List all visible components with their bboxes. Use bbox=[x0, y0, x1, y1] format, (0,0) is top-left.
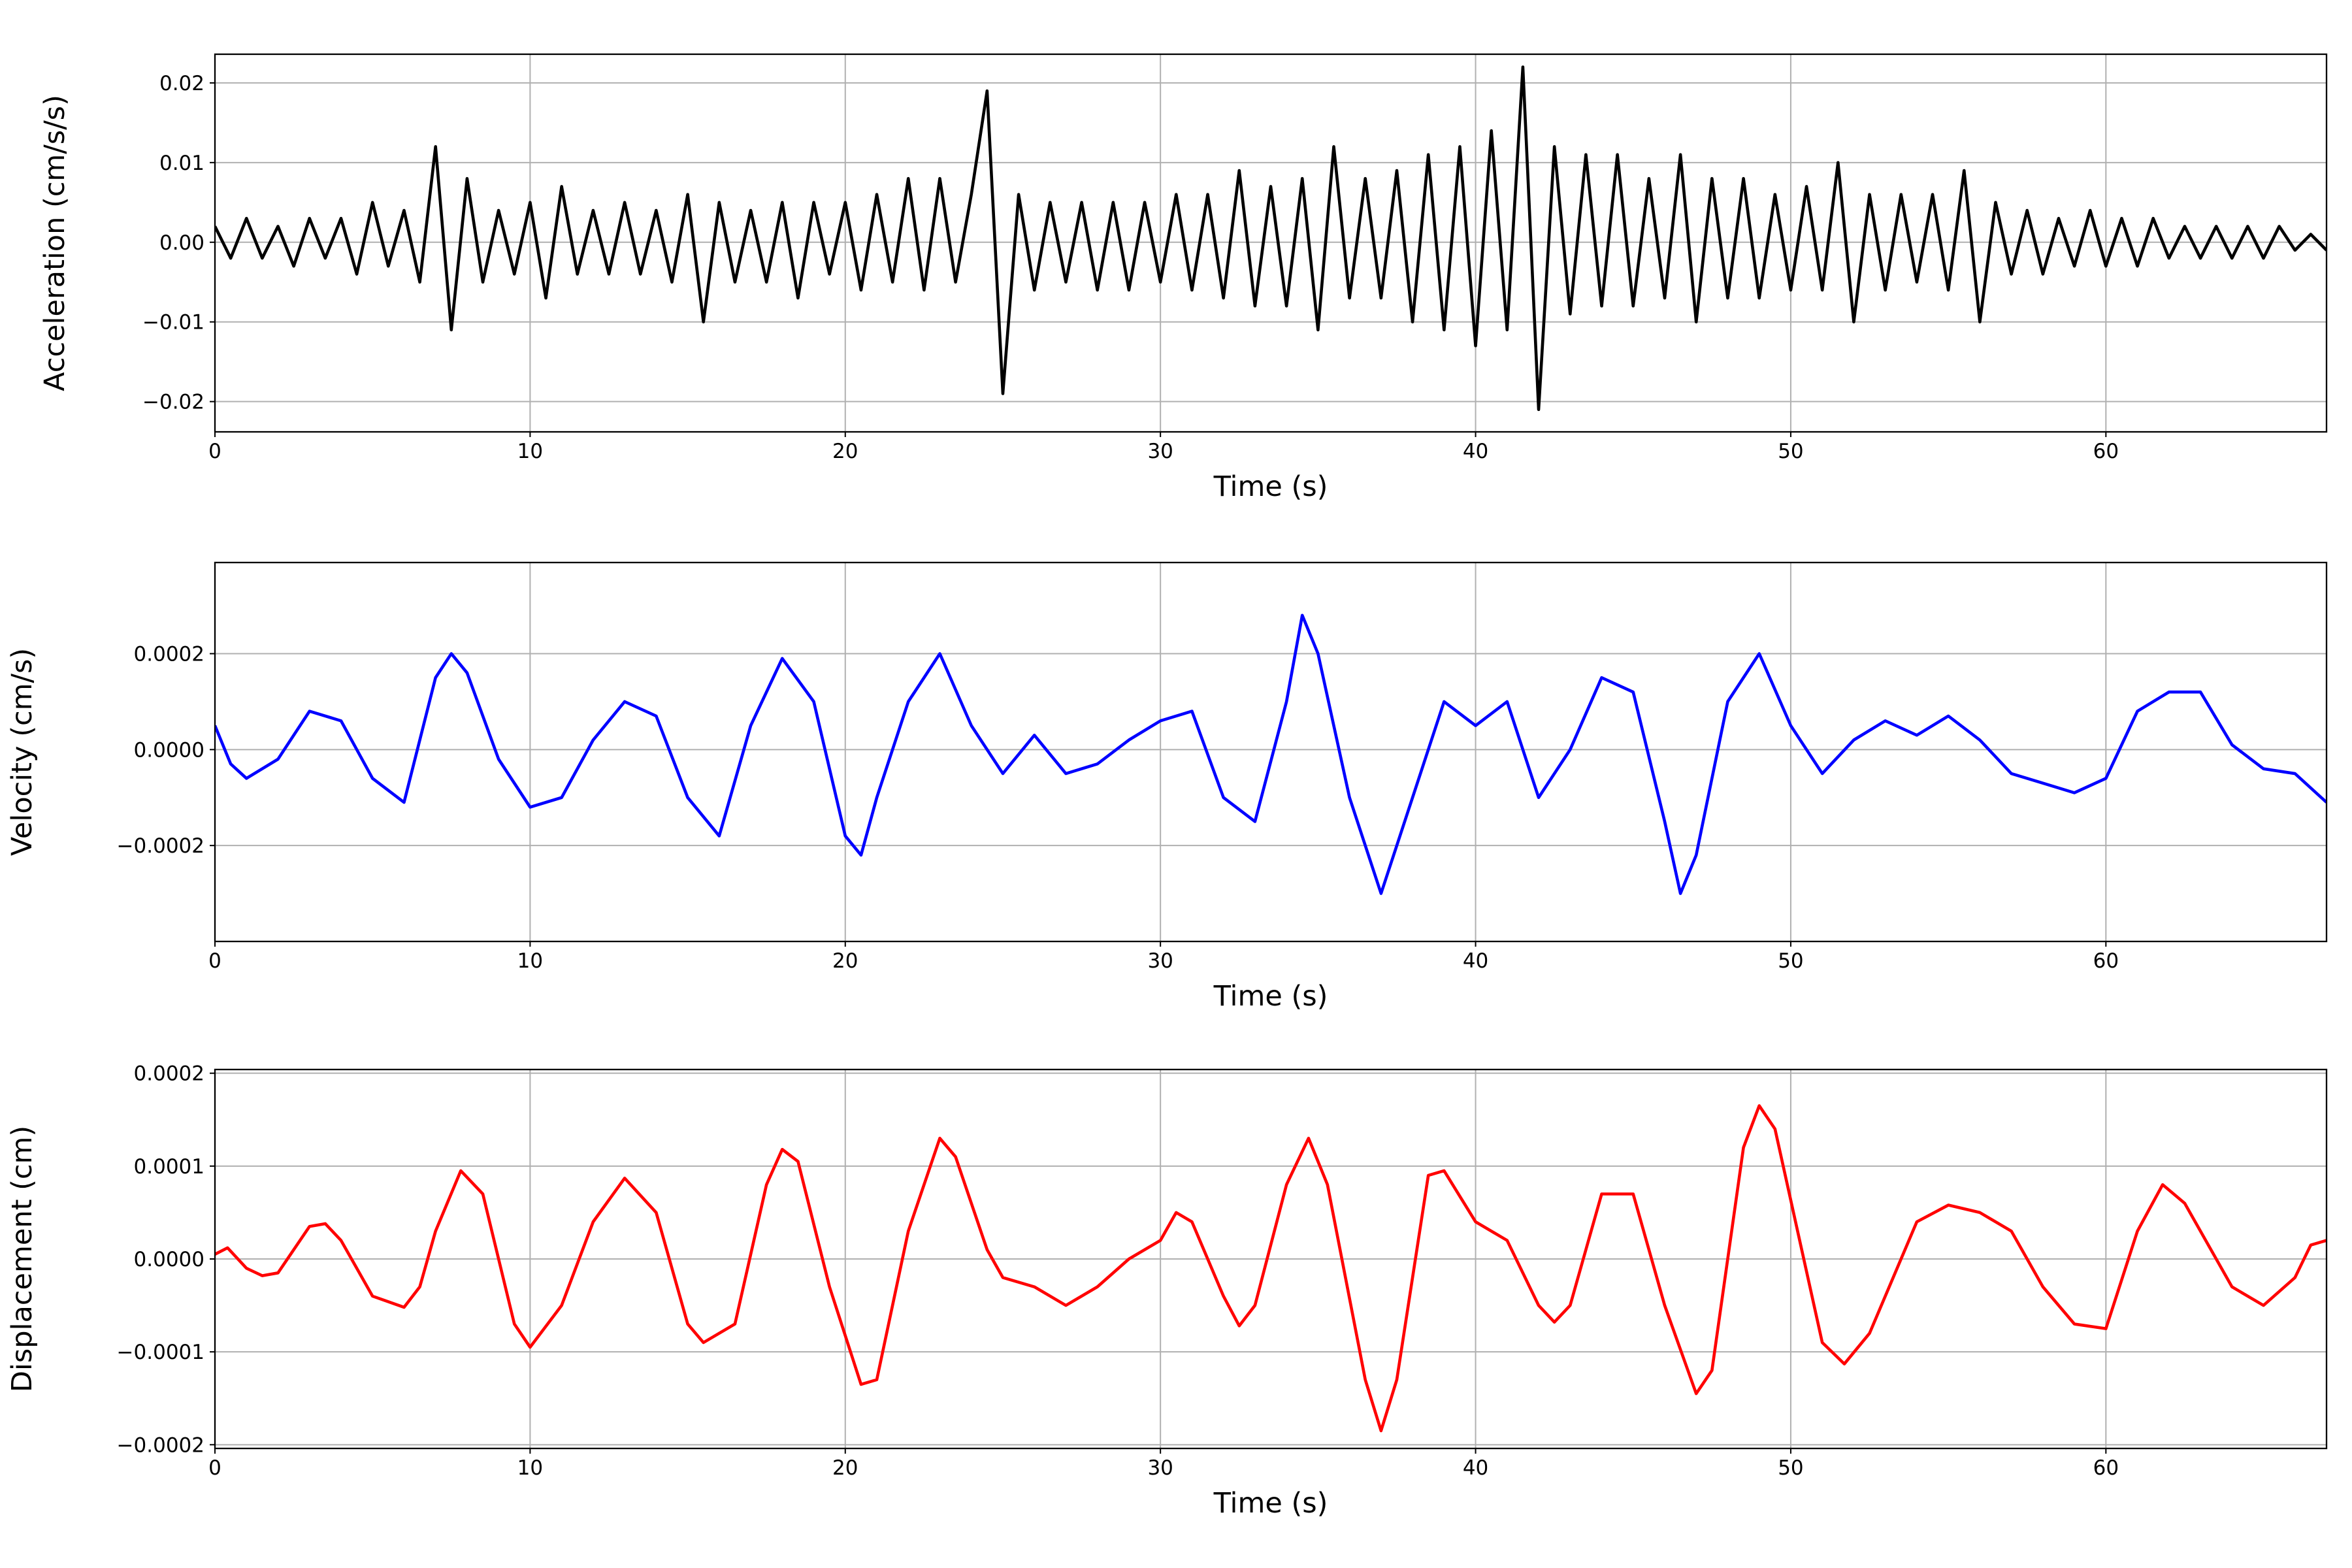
y-tick-label: 0.0001 bbox=[134, 1155, 204, 1179]
plot-frame bbox=[214, 1068, 2328, 1450]
y-tick-label: −0.0002 bbox=[117, 1433, 204, 1457]
y-axis-label: Acceleration (cm/s/s) bbox=[39, 95, 71, 391]
x-tick-label: 50 bbox=[1778, 440, 1803, 463]
plot-frame bbox=[214, 53, 2328, 433]
x-tick-label: 0 bbox=[208, 440, 221, 463]
y-tick-label: −0.0001 bbox=[117, 1341, 204, 1364]
series-line bbox=[215, 613, 2327, 895]
y-tick-label: 0.0000 bbox=[134, 738, 204, 762]
x-tick-label: 40 bbox=[1463, 440, 1488, 463]
y-tick-label: 0.02 bbox=[159, 72, 204, 95]
x-tick-label: 10 bbox=[517, 949, 543, 973]
y-tick-label: 0.00 bbox=[159, 231, 204, 255]
x-tick-label: 50 bbox=[1778, 1456, 1803, 1480]
x-tick-label: 60 bbox=[2093, 440, 2119, 463]
x-axis-label: Time (s) bbox=[1213, 470, 1328, 503]
x-tick-label: 0 bbox=[208, 949, 221, 973]
x-tick-label: 20 bbox=[832, 440, 858, 463]
y-tick-label: 0.01 bbox=[159, 152, 204, 175]
y-tick-label: 0.0000 bbox=[134, 1248, 204, 1271]
y-axis-label: Displacement (cm) bbox=[6, 1126, 39, 1392]
x-axis-label: Time (s) bbox=[1213, 1487, 1328, 1520]
x-tick-label: 40 bbox=[1463, 949, 1488, 973]
x-tick-label: 30 bbox=[1147, 949, 1173, 973]
x-tick-label: 40 bbox=[1463, 1456, 1488, 1480]
x-tick-label: 60 bbox=[2093, 1456, 2119, 1480]
x-tick-label: 30 bbox=[1147, 440, 1173, 463]
x-axis-label: Time (s) bbox=[1213, 980, 1328, 1013]
x-tick-label: 0 bbox=[208, 1456, 221, 1480]
y-tick-label: −0.0002 bbox=[117, 834, 204, 858]
x-tick-label: 10 bbox=[517, 440, 543, 463]
y-tick-label: −0.01 bbox=[142, 311, 204, 335]
x-tick-label: 10 bbox=[517, 1456, 543, 1480]
x-tick-label: 30 bbox=[1147, 1456, 1173, 1480]
x-tick-label: 20 bbox=[832, 949, 858, 973]
y-tick-label: 0.0002 bbox=[134, 1062, 204, 1086]
x-tick-label: 50 bbox=[1778, 949, 1803, 973]
y-tick-label: 0.0002 bbox=[134, 642, 204, 666]
x-tick-label: 60 bbox=[2093, 949, 2119, 973]
series-line bbox=[215, 65, 2327, 412]
series-line bbox=[215, 1104, 2327, 1433]
x-tick-label: 20 bbox=[832, 1456, 858, 1480]
y-axis-label: Velocity (cm/s) bbox=[6, 648, 39, 856]
y-tick-label: −0.02 bbox=[142, 391, 204, 414]
plot-frame bbox=[214, 561, 2328, 943]
